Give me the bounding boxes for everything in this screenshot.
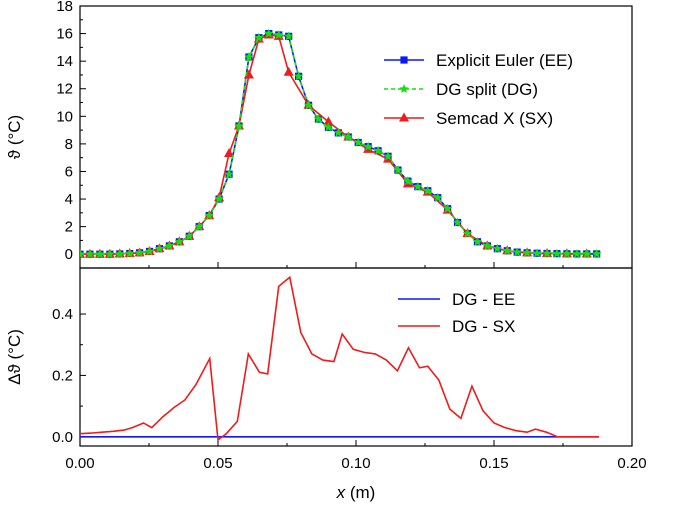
temperature-panel: 0 2 4 6 8 10 12 14 16 18 ϑ (°C) Explicit Euler (EE)… [5,0,633,269]
data-point [174,236,185,246]
data-point [482,240,493,250]
y-tick-label: 2 [65,219,73,236]
series-line-1 [79,275,599,442]
plot-frame [79,267,633,447]
data-point [532,248,542,258]
data-point [502,245,512,255]
data-point [264,28,274,38]
data-point [393,165,403,175]
x-tick-label: 0.20 [617,455,646,472]
data-point [452,217,463,227]
y-tick-label: 4 [65,191,73,208]
legend-marker [400,56,408,64]
data-point [383,151,393,161]
data-point [244,52,254,62]
data-point [323,122,334,132]
y-tick-label: 8 [65,136,73,153]
legend-marker [399,84,409,94]
data-point [432,192,443,202]
data-point [194,221,204,231]
data-point [472,236,483,246]
data-point [164,240,175,250]
legend-label: DG - EE [452,290,515,309]
data-point [154,243,165,253]
legend-label: DG - SX [452,317,515,336]
data-point [442,203,453,213]
x-tick-label: 0.00 [65,455,94,472]
data-point [363,141,373,151]
y-tick-label: 0.0 [52,429,73,446]
data-point [144,246,155,256]
data-point [591,248,602,258]
legend-label: Explicit Euler (EE) [436,51,573,70]
data-point [323,116,334,126]
legend-label: DG split (DG) [436,80,538,99]
y-tick-label: 16 [56,26,73,43]
data-point [293,71,304,81]
y-tick-label: 0 [65,246,73,263]
data-point [283,31,294,41]
data-point [85,249,95,259]
data-point [224,169,234,179]
data-point [134,247,145,257]
plot-frame [79,5,633,269]
data-point [423,185,433,195]
data-point [373,145,383,155]
x-tick-label: 0.10 [341,455,370,472]
data-point [462,228,473,238]
y-tick-label: 10 [56,108,73,125]
data-point [313,114,324,124]
data-point [303,100,314,110]
x-tick-label: 0.15 [479,455,508,472]
series-group [80,28,602,259]
data-point [343,132,354,142]
x-axis-unit: (m) [345,483,375,502]
y-tick-label: 0.4 [52,306,73,323]
data-point [234,120,244,131]
data-point [581,248,592,258]
data-point [273,29,284,39]
y-tick-label: 0.2 [52,367,73,384]
data-point [254,32,264,42]
x-tick-label: 0.05 [203,455,232,472]
data-point [403,176,413,186]
data-point [572,248,582,258]
data-point [95,249,105,259]
difference-panel: 0.0 0.2 0.4 Δϑ (°C) 0.00 0.05 0.10 0.15 0.20 x (m… [5,267,647,502]
data-point [492,243,503,253]
legend-marker [399,112,409,122]
data-point [124,248,135,258]
data-point [243,69,254,79]
data-point [512,247,522,257]
y-tick-label: 12 [56,81,73,98]
data-point [413,181,423,191]
data-point [184,231,195,241]
y-axis-label: ϑ (°C) [5,115,24,159]
data-point [542,248,552,258]
data-point [214,194,224,204]
data-point [105,249,115,259]
y-axis-label: Δϑ (°C) [5,329,24,385]
data-point [522,247,532,257]
data-point [114,248,125,258]
data-point [353,137,363,147]
data-point [204,210,214,220]
data-point [80,249,85,259]
data-point [562,248,572,258]
data-point [283,66,294,76]
y-tick-label: 6 [65,163,73,180]
data-point [224,148,235,158]
y-tick-label: 14 [56,53,73,70]
x-axis-variable: x [336,483,346,502]
data-point [552,248,562,258]
y-tick-label: 18 [56,0,73,15]
legend-label: Semcad X (SX) [436,109,553,128]
data-point [333,127,344,137]
x-axis-label: x (m) [336,483,376,502]
